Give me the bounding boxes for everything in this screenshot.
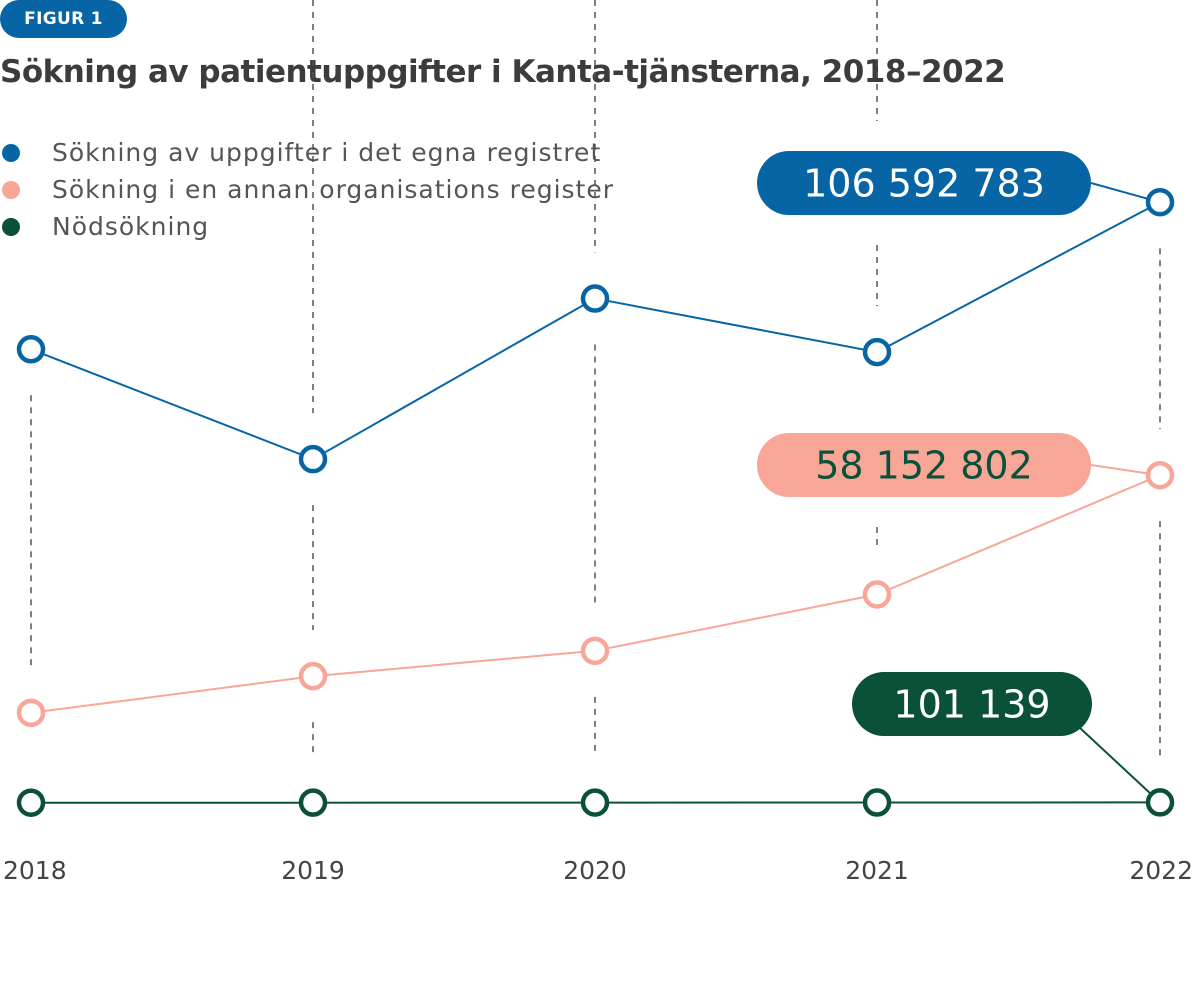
x-tick-label: 2020 — [563, 856, 627, 885]
data-point — [298, 788, 328, 817]
legend-dot-green — [2, 218, 20, 236]
data-point — [862, 580, 892, 609]
data-point — [862, 788, 892, 817]
x-tick-label: 2018 — [3, 856, 67, 885]
figure-badge: FIGUR 1 — [0, 0, 127, 38]
x-tick-label: 2022 — [1129, 856, 1193, 885]
x-tick-label: 2021 — [845, 856, 909, 885]
data-point — [298, 661, 328, 691]
legend-dot-salmon — [2, 181, 20, 199]
x-tick-label: 2019 — [281, 856, 345, 885]
value-label: 106 592 783 — [803, 162, 1045, 206]
chart-title: Sökning av patientuppgifter i Kanta-tjän… — [0, 54, 1006, 90]
value-label: 58 152 802 — [815, 444, 1033, 488]
legend-label: Nödsökning — [52, 212, 210, 241]
data-point — [16, 335, 46, 364]
legend-label: Sökning av uppgifter i det egna registre… — [52, 138, 602, 167]
data-point — [16, 788, 46, 817]
data-point — [862, 337, 892, 367]
data-point — [580, 636, 610, 666]
data-point — [580, 284, 610, 313]
data-point — [580, 788, 610, 817]
data-point — [1145, 788, 1175, 817]
data-point — [298, 444, 328, 474]
value-label: 101 139 — [893, 683, 1050, 727]
legend-label: Sökning i en annan organisations registe… — [52, 175, 615, 204]
value-label-pill — [852, 672, 1092, 736]
value-label-pill — [757, 433, 1091, 497]
legend-dot-blue — [2, 144, 20, 162]
data-point — [16, 698, 46, 728]
label-connector — [1079, 727, 1161, 804]
data-point — [1145, 460, 1175, 490]
data-point — [1145, 187, 1175, 217]
value-label-pill — [757, 151, 1091, 215]
